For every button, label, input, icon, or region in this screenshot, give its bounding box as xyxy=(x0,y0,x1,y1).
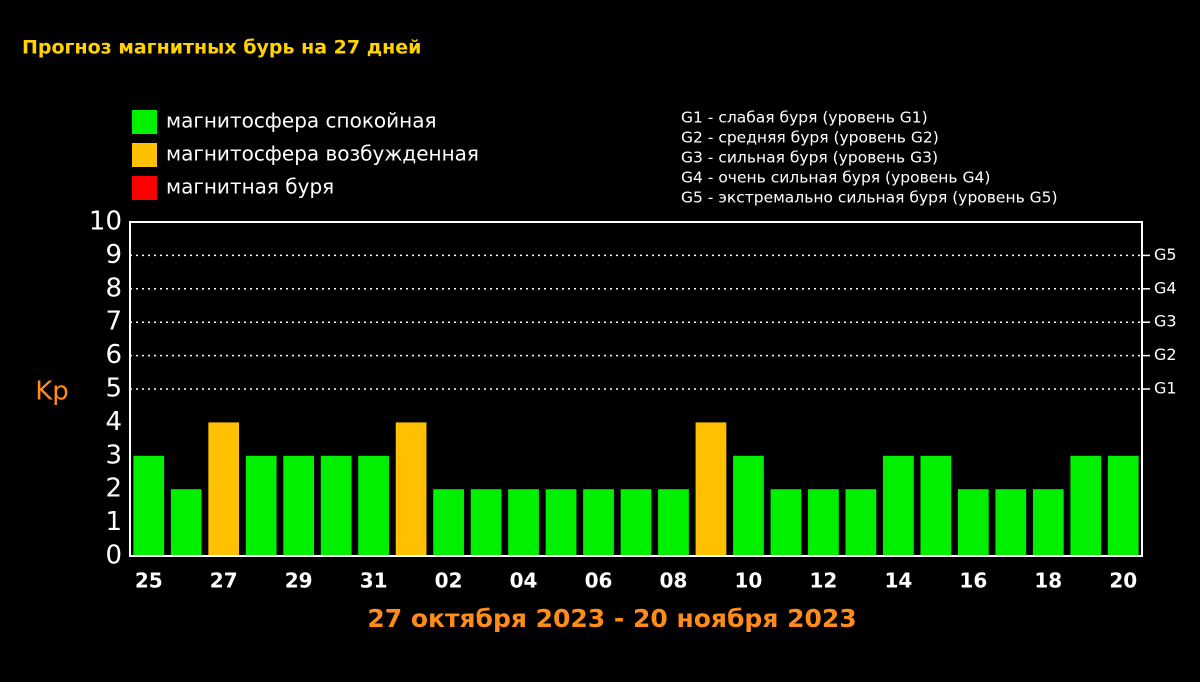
y2-tick-label: G3 xyxy=(1154,312,1177,331)
legend-swatch xyxy=(132,110,157,134)
bar xyxy=(733,455,764,556)
bar xyxy=(433,489,464,556)
legend-label: магнитосфера возбужденная xyxy=(166,142,479,166)
x-tick-label: 02 xyxy=(435,569,463,593)
bar xyxy=(1070,455,1102,556)
bar xyxy=(995,489,1027,556)
x-tick-label: 14 xyxy=(884,569,912,593)
bar xyxy=(170,489,202,556)
y2-tick-label: G1 xyxy=(1154,379,1177,398)
legend-swatch xyxy=(132,143,157,167)
bar xyxy=(658,489,689,556)
storm-level-note: G3 - сильная буря (уровень G3) xyxy=(681,149,938,167)
y-tick-label: 6 xyxy=(105,340,122,370)
y2-tick-label: G5 xyxy=(1154,245,1177,264)
bar xyxy=(583,489,614,556)
y-tick-label: 10 xyxy=(89,207,122,237)
y-tick-label: 7 xyxy=(105,307,122,337)
y2-tick-label: G4 xyxy=(1154,278,1177,297)
bar xyxy=(245,455,277,556)
bar xyxy=(620,489,652,556)
bar xyxy=(695,422,727,556)
x-tick-label: 18 xyxy=(1034,569,1062,593)
x-tick-label: 06 xyxy=(585,569,613,593)
storm-level-note: G1 - слабая буря (уровень G1) xyxy=(681,109,928,127)
storm-level-note: G5 - экстремально сильная буря (уровень … xyxy=(681,189,1058,207)
plot-frame xyxy=(129,221,1143,557)
bar xyxy=(770,489,802,556)
bar xyxy=(283,455,315,556)
bar xyxy=(957,489,989,556)
x-tick-label: 12 xyxy=(809,569,837,593)
y-tick-label: 3 xyxy=(105,440,122,470)
bar xyxy=(320,455,352,556)
y2-tick-label: G2 xyxy=(1154,345,1177,364)
bar xyxy=(845,489,877,556)
storm-level-note: G4 - очень сильная буря (уровень G4) xyxy=(681,169,990,187)
bar xyxy=(1032,489,1064,556)
bar xyxy=(358,455,389,556)
x-tick-label: 31 xyxy=(360,569,388,593)
bar xyxy=(208,422,240,556)
bar xyxy=(920,455,952,556)
y-tick-label: 1 xyxy=(105,507,122,537)
x-tick-label: 16 xyxy=(959,569,987,593)
bar xyxy=(1107,455,1139,556)
x-axis-label: 27 октября 2023 - 20 ноября 2023 xyxy=(367,604,856,633)
legend-label: магнитосфера спокойная xyxy=(166,109,437,133)
y-tick-label: 8 xyxy=(105,273,122,303)
y-tick-label: 4 xyxy=(105,407,122,437)
x-tick-label: 10 xyxy=(735,569,763,593)
bar xyxy=(883,455,914,556)
bar xyxy=(508,489,539,556)
legend-swatch xyxy=(132,176,157,200)
y-axis-label: Kp xyxy=(35,377,69,407)
y-tick-label: 9 xyxy=(105,240,122,270)
bar xyxy=(470,489,502,556)
x-tick-label: 29 xyxy=(285,569,313,593)
chart-title: Прогноз магнитных бурь на 27 дней xyxy=(22,37,421,59)
x-tick-label: 08 xyxy=(660,569,688,593)
y-tick-label: 5 xyxy=(105,374,122,404)
bar xyxy=(395,422,427,556)
y-tick-label: 0 xyxy=(105,541,122,571)
legend-label: магнитная буря xyxy=(166,175,334,199)
x-tick-label: 04 xyxy=(510,569,538,593)
bar xyxy=(133,455,165,556)
bar xyxy=(545,489,577,556)
bar xyxy=(808,489,839,556)
x-tick-label: 25 xyxy=(135,569,163,593)
x-tick-label: 27 xyxy=(210,569,238,593)
x-tick-label: 20 xyxy=(1109,569,1137,593)
storm-level-note: G2 - средняя буря (уровень G2) xyxy=(681,129,939,147)
y-tick-label: 2 xyxy=(105,474,122,504)
